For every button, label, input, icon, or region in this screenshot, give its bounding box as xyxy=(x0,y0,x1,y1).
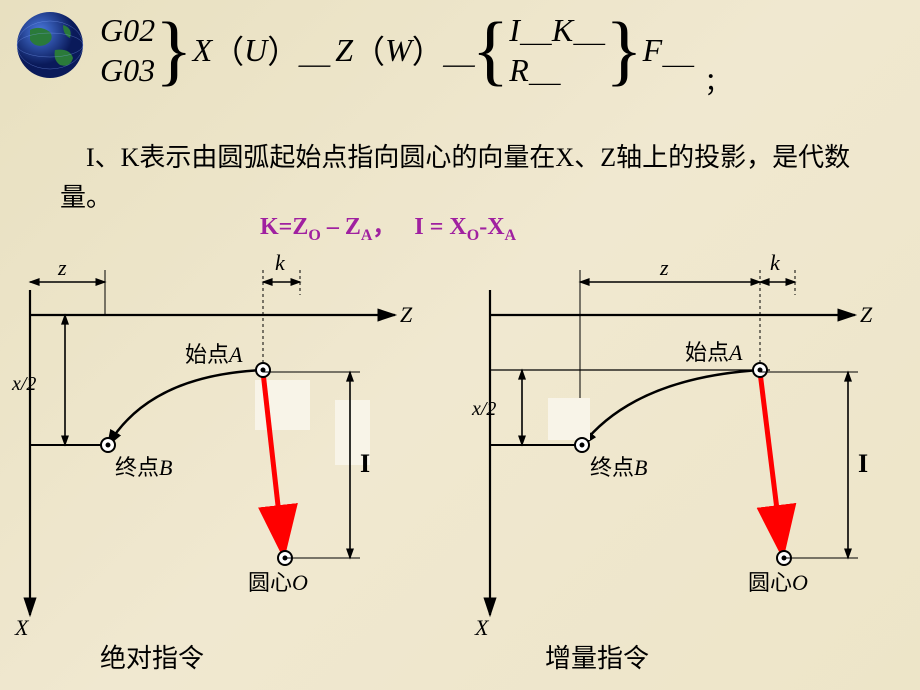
diagram-area: Z X z k x/2 始点A 终点B 圆心O xyxy=(0,250,920,630)
z-label: Z xyxy=(335,32,353,69)
right-diagram: Z X z k x/2 始点A 终点B xyxy=(471,250,873,640)
center-o-right: 圆心O xyxy=(748,570,808,595)
blank-3: ＿ xyxy=(662,27,694,73)
z-dim-right: z xyxy=(659,255,669,280)
right-brace-2: } xyxy=(605,19,642,81)
caption-absolute: 绝对指令 xyxy=(100,638,204,675)
I-dim-right: I xyxy=(858,449,868,478)
main-formula: G02 G03 } X （U） ＿ Z （W） ＿ { I＿K＿ R＿ } F … xyxy=(100,10,720,90)
g03-label: G03 xyxy=(100,50,155,90)
k-label: K xyxy=(552,12,573,48)
k-dim-left: k xyxy=(275,250,286,275)
start-a-left: 始点A xyxy=(185,342,243,367)
blank-2: ＿ xyxy=(444,27,472,73)
left-brace-2: { xyxy=(472,19,509,81)
start-a-right: 始点A xyxy=(685,340,743,365)
end-b-right: 终点B xyxy=(590,455,647,480)
z-dim-left: z xyxy=(57,255,67,280)
end-b-left: 终点B xyxy=(115,455,172,480)
x-axis-label: X xyxy=(14,615,30,640)
caption-incremental: 增量指令 xyxy=(545,638,649,675)
g02-label: G02 xyxy=(100,10,155,50)
x-label: X xyxy=(193,32,213,69)
k-i-formula: K=ZO – ZA， I = XO-XA xyxy=(260,206,516,245)
center-o-left: 圆心O xyxy=(248,570,308,595)
k-dim-right: k xyxy=(770,250,781,275)
i-label: I xyxy=(509,12,520,48)
blank-1: ＿ xyxy=(299,27,327,73)
u-label: U xyxy=(244,32,267,69)
f-label: F xyxy=(643,32,663,69)
x2-dim-left: x/2 xyxy=(11,373,36,395)
x2-dim-right: x/2 xyxy=(471,398,496,420)
z-axis-label-r: Z xyxy=(860,302,873,327)
w-label: W xyxy=(385,32,412,69)
z-axis-label: Z xyxy=(400,302,413,327)
r-label: R xyxy=(509,52,529,88)
left-diagram: Z X z k x/2 始点A 终点B 圆心O xyxy=(11,250,413,640)
right-brace-1: } xyxy=(155,19,192,81)
I-dim-left: I xyxy=(360,449,370,478)
semicolon: ； xyxy=(704,62,730,99)
globe-icon xyxy=(15,10,85,80)
x-axis-label-r: X xyxy=(474,615,490,640)
